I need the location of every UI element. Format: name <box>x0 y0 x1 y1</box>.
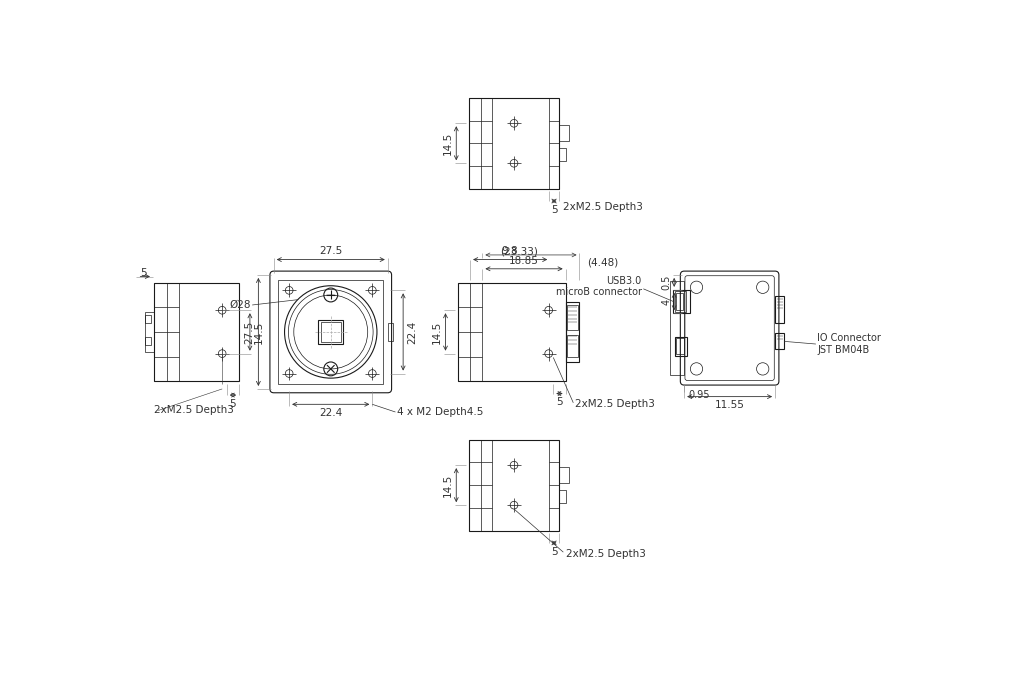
Text: 0.95: 0.95 <box>688 390 710 400</box>
Text: IO Connector
JST BM04B: IO Connector JST BM04B <box>818 333 882 355</box>
Text: 18.85: 18.85 <box>509 256 539 266</box>
Text: 14.5: 14.5 <box>443 132 452 155</box>
Text: 5: 5 <box>140 268 147 279</box>
Bar <box>677 338 684 354</box>
Text: 2xM2.5 Depth3: 2xM2.5 Depth3 <box>154 405 234 416</box>
Bar <box>677 293 683 310</box>
Text: Ø28: Ø28 <box>229 300 250 310</box>
Text: 5: 5 <box>551 205 557 215</box>
Text: USB3.0
microB connector: USB3.0 microB connector <box>556 276 642 298</box>
Bar <box>145 315 151 323</box>
Text: 22.4: 22.4 <box>407 321 417 344</box>
Bar <box>775 296 784 323</box>
Bar <box>387 323 393 341</box>
Text: 4: 4 <box>661 298 672 304</box>
Text: 11.55: 11.55 <box>715 400 745 410</box>
Text: 5: 5 <box>551 547 557 556</box>
Bar <box>568 305 578 330</box>
Text: (23.33): (23.33) <box>501 247 539 257</box>
Text: 9.8: 9.8 <box>502 246 518 256</box>
Bar <box>145 337 151 344</box>
Text: 2xM2.5 Depth3: 2xM2.5 Depth3 <box>565 549 646 559</box>
Text: 2xM2.5 Depth3: 2xM2.5 Depth3 <box>563 202 643 212</box>
Text: 14.5: 14.5 <box>253 321 264 344</box>
Bar <box>671 281 684 375</box>
Bar <box>675 337 687 356</box>
Bar <box>559 467 569 484</box>
Text: 14.5: 14.5 <box>432 321 442 344</box>
Bar <box>469 98 559 189</box>
Bar <box>675 291 686 312</box>
Text: 5: 5 <box>230 399 236 409</box>
Text: 14.5: 14.5 <box>443 473 452 497</box>
Text: 27.5: 27.5 <box>319 246 342 256</box>
Bar <box>775 333 784 349</box>
Bar <box>320 322 341 342</box>
Bar <box>568 335 578 358</box>
Bar <box>559 490 565 503</box>
Bar <box>674 290 690 313</box>
Bar <box>469 440 559 531</box>
Text: 2xM2.5 Depth3: 2xM2.5 Depth3 <box>575 399 655 409</box>
Text: 5: 5 <box>556 398 562 407</box>
Text: 4 x M2 Depth4.5: 4 x M2 Depth4.5 <box>397 407 483 417</box>
Text: 22.4: 22.4 <box>319 408 342 418</box>
Bar <box>565 302 580 361</box>
Bar <box>559 125 569 141</box>
Bar <box>145 312 154 351</box>
Bar <box>457 283 565 382</box>
Text: 27.5: 27.5 <box>244 321 254 344</box>
Bar <box>278 279 383 384</box>
Bar <box>154 283 239 382</box>
Text: 0.5: 0.5 <box>661 274 672 290</box>
Bar <box>559 148 565 162</box>
Bar <box>318 320 343 344</box>
Text: (4.48): (4.48) <box>587 258 618 267</box>
